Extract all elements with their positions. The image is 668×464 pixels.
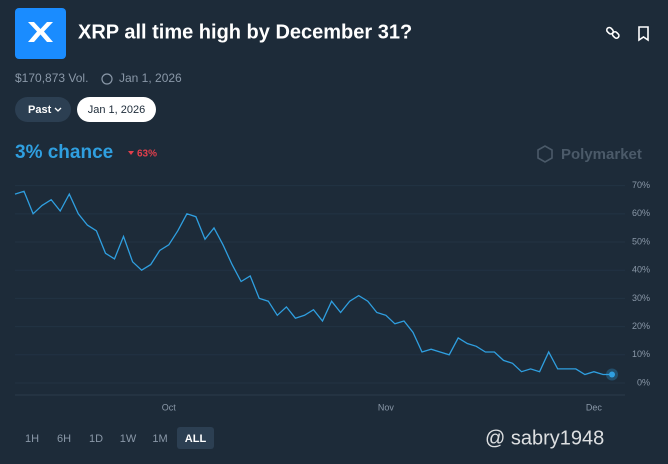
range-button[interactable]: 1H (25, 433, 39, 445)
date-button[interactable] (77, 97, 156, 122)
volume: $170,873 Vol. (15, 71, 88, 85)
y-tick-label: 20% (632, 321, 650, 331)
chance: 3% chance (15, 142, 113, 163)
down-arrow (128, 151, 134, 155)
y-tick-label: 30% (632, 293, 650, 303)
y-tick-label: 40% (632, 265, 650, 275)
end-date: Jan 1, 2026 (119, 71, 182, 85)
link-icon[interactable] (605, 26, 620, 40)
price-line (14, 190, 612, 376)
range-button[interactable]: 1M (152, 433, 167, 445)
brand-logo (537, 145, 553, 163)
y-tick-label: 10% (632, 349, 650, 359)
range-button-active (177, 427, 214, 449)
x-tick-label: Dec (586, 402, 603, 412)
brand: Polymarket (561, 146, 642, 163)
chevron (54, 107, 62, 112)
range-button[interactable]: 1D (89, 433, 103, 445)
change: 63% (137, 149, 157, 160)
range-button[interactable]: 6H (57, 433, 71, 445)
past-label: Past (28, 104, 52, 116)
date-label: Jan 1, 2026 (88, 104, 146, 116)
y-tick-label: 70% (632, 180, 650, 190)
range-button[interactable]: ALL (185, 433, 207, 445)
y-tick-label: 0% (637, 377, 650, 387)
past-button[interactable] (15, 97, 71, 122)
xrp-logo (28, 22, 53, 42)
bookmark-icon[interactable] (638, 26, 649, 42)
end-point (609, 371, 615, 378)
x-tick-label: Nov (378, 402, 395, 412)
clock-icon (101, 73, 113, 85)
y-tick-label: 60% (632, 208, 650, 218)
x-tick-label: Oct (162, 402, 177, 412)
y-tick-label: 50% (632, 236, 650, 246)
range-button[interactable]: 1W (120, 433, 137, 445)
title: XRP all time high by December 31? (78, 21, 412, 43)
watermark: @ sabry1948 (485, 427, 604, 449)
